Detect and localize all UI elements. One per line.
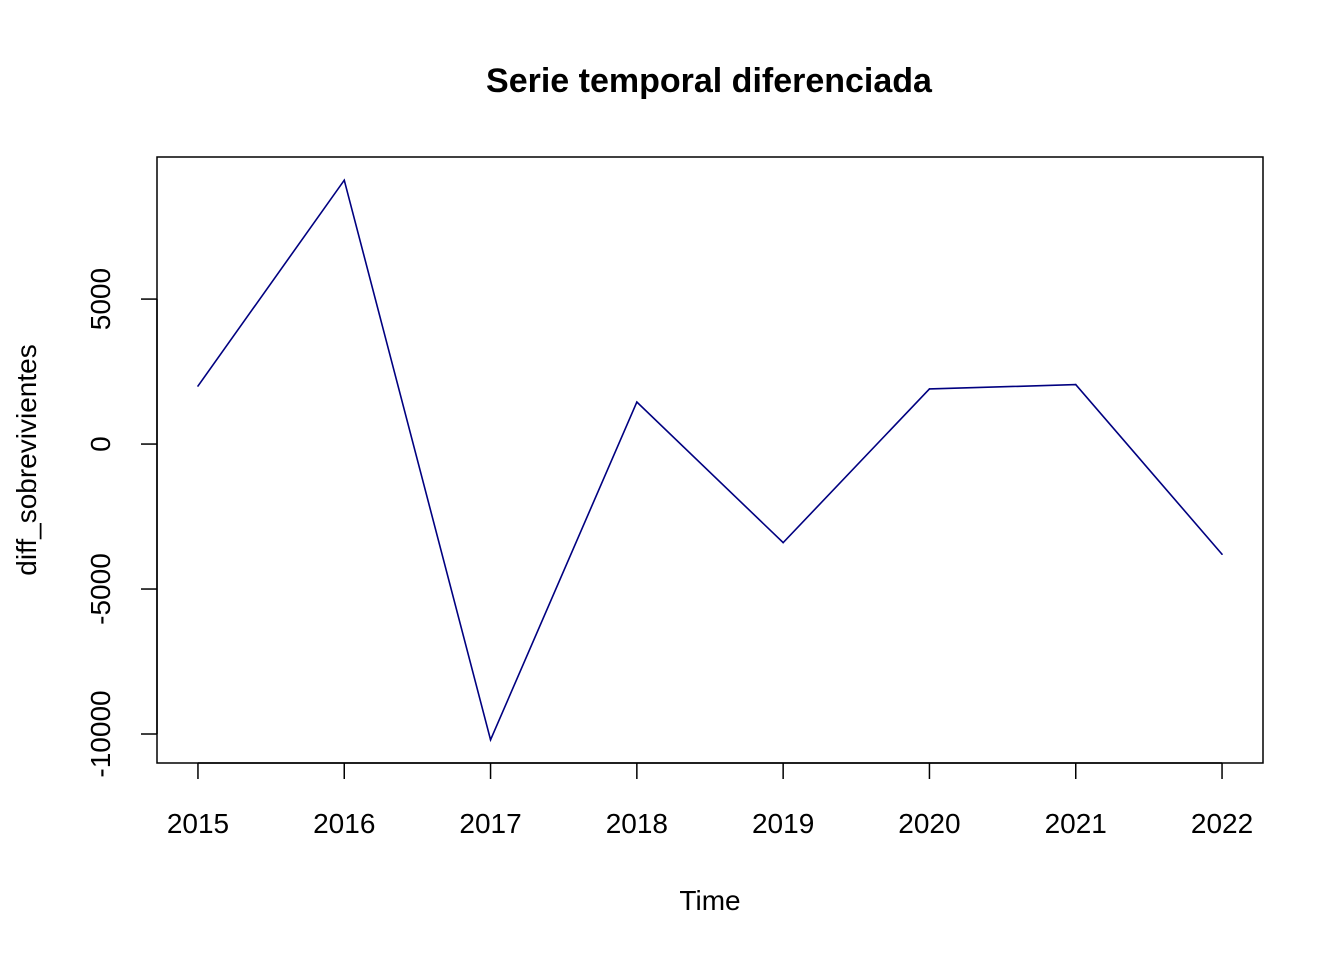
x-tick-label: 2022 [1191, 808, 1253, 839]
x-tick-label: 2019 [752, 808, 814, 839]
chart-title: Serie temporal diferenciada [486, 62, 933, 100]
data-point [489, 739, 492, 741]
y-axis: -10000 -5000 0 5000 [85, 268, 158, 778]
x-tick-label: 2018 [606, 808, 668, 839]
data-point [1221, 553, 1223, 556]
y-tick-label: -5000 [85, 553, 116, 625]
x-tick-label: 2015 [167, 808, 229, 839]
data-point [782, 541, 784, 544]
x-tick-label: 2016 [313, 808, 375, 839]
y-tick-label: 0 [85, 436, 116, 452]
x-tick-label: 2020 [898, 808, 960, 839]
y-axis-label: diff_sobrevivientes [11, 344, 42, 575]
x-tick-label: 2017 [459, 808, 521, 839]
series-line [197, 178, 1223, 743]
y-tick-label: 5000 [85, 268, 116, 330]
y-tick-label: -10000 [85, 690, 116, 777]
plot-frame [156, 156, 1264, 764]
x-axis-label: Time [679, 885, 740, 916]
data-point [928, 388, 931, 390]
data-point [197, 385, 199, 387]
data-point [1074, 383, 1077, 386]
data-point [636, 401, 638, 403]
x-tick-label: 2021 [1045, 808, 1107, 839]
x-axis: 2015 2016 2017 2018 2019 2020 2021 2022 [167, 762, 1253, 839]
series-group [197, 178, 1223, 743]
data-point [343, 179, 346, 181]
